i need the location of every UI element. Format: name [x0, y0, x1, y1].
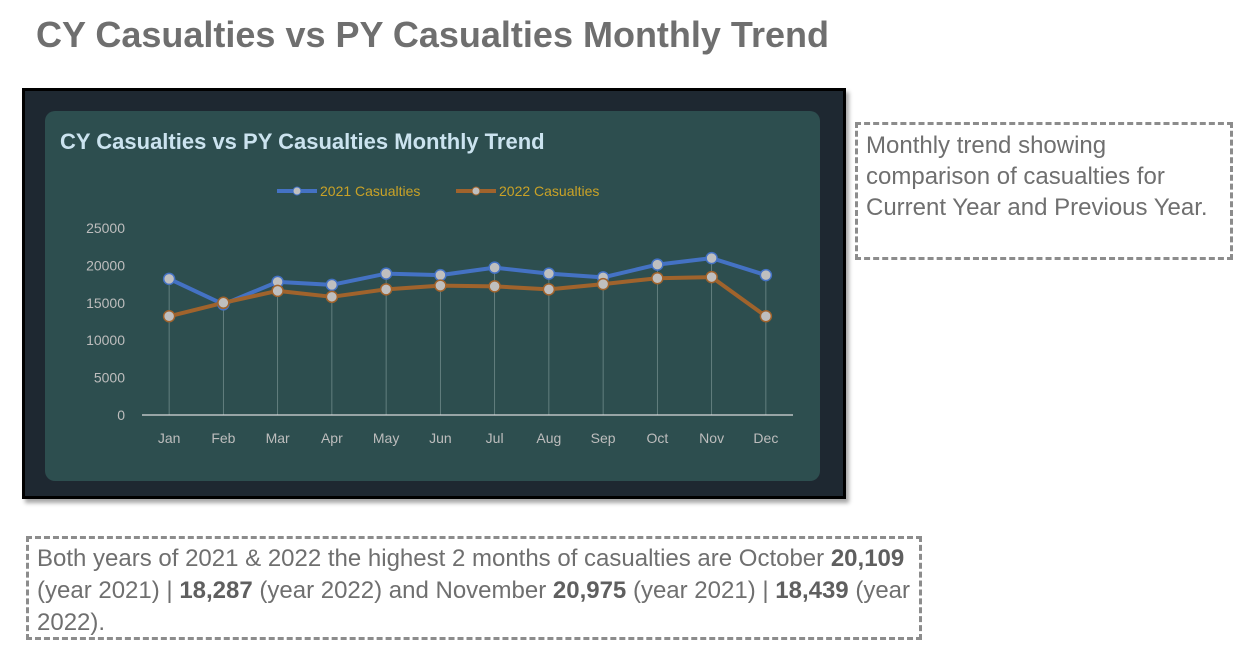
x-tick-label: Jul [486, 430, 504, 446]
y-tick-label: 0 [117, 407, 125, 423]
nov-2021-value: 20,975 [552, 577, 627, 604]
chart-frame: CY Casualties vs PY Casualties Monthly T… [22, 88, 846, 499]
oct-2022-value: 18,287 [179, 577, 253, 604]
page-title: CY Casualties vs PY Casualties Monthly T… [36, 14, 829, 55]
data-point [705, 270, 718, 284]
insight-text-2: (year 2021) | [37, 577, 180, 604]
data-point [379, 283, 393, 296]
legend-label: 2022 Casualties [499, 183, 599, 199]
x-tick-label: Aug [536, 430, 561, 446]
series-line [167, 275, 768, 319]
data-point [759, 310, 773, 323]
y-tick-label: 25000 [86, 220, 125, 236]
insight-text-3: (year 2022) and November [252, 577, 553, 604]
legend-swatch-marker [471, 186, 481, 196]
data-point [651, 271, 664, 285]
data-point [596, 277, 610, 291]
data-point [162, 310, 176, 323]
line-chart: 0 5000 10000 15000 20000 25000 Jan Feb Mar Apr May… [86, 183, 793, 446]
data-point [488, 280, 501, 293]
oct-2021-value: 20,109 [830, 545, 905, 572]
data-point [705, 251, 718, 265]
x-tick-label: Dec [753, 430, 778, 446]
y-tick-label: 20000 [86, 257, 125, 273]
chart-panel: CY Casualties vs PY Casualties Monthly T… [45, 111, 820, 481]
x-tick-label: Jun [429, 430, 452, 446]
data-point [434, 279, 447, 292]
x-tick-label: Feb [211, 430, 235, 446]
y-tick-label: 5000 [94, 370, 125, 386]
insight-note: Both years of 2021 & 2022 the highest 2 … [26, 536, 922, 640]
description-text: Monthly trend showing comparison of casu… [866, 132, 1208, 221]
y-tick-label: 10000 [86, 332, 125, 348]
insight-text-4: (year 2021) | [626, 577, 776, 604]
legend-label: 2021 Casualties [320, 183, 420, 199]
chart-title: CY Casualties vs PY Casualties Monthly T… [60, 129, 545, 154]
x-tick-label: Jan [158, 430, 181, 446]
data-point [434, 268, 447, 282]
x-tick-label: Mar [266, 430, 290, 446]
data-point [759, 268, 773, 282]
data-point [217, 296, 230, 310]
data-point [162, 272, 176, 286]
insight-text-1: Both years of 2021 & 2022 the highest 2 … [37, 545, 825, 572]
data-point [271, 284, 284, 298]
data-point [379, 267, 393, 280]
data-point [325, 278, 339, 292]
data-point [542, 283, 556, 296]
x-tick-label: May [373, 430, 399, 446]
data-point [488, 261, 501, 274]
insight-text-5: (year 2022). [37, 577, 911, 636]
series-line [167, 256, 768, 307]
data-point [542, 267, 556, 280]
y-tick-label: 15000 [86, 295, 125, 311]
description-note: Monthly trend showing comparison of casu… [855, 122, 1233, 260]
data-point [325, 290, 339, 304]
x-tick-label: Oct [646, 430, 668, 446]
x-tick-label: Nov [699, 430, 724, 446]
legend-swatch-marker [292, 186, 302, 196]
x-tick-label: Sep [591, 430, 616, 446]
data-point [651, 258, 664, 271]
nov-2022-value: 18,439 [775, 577, 849, 604]
x-tick-label: Apr [321, 430, 343, 446]
